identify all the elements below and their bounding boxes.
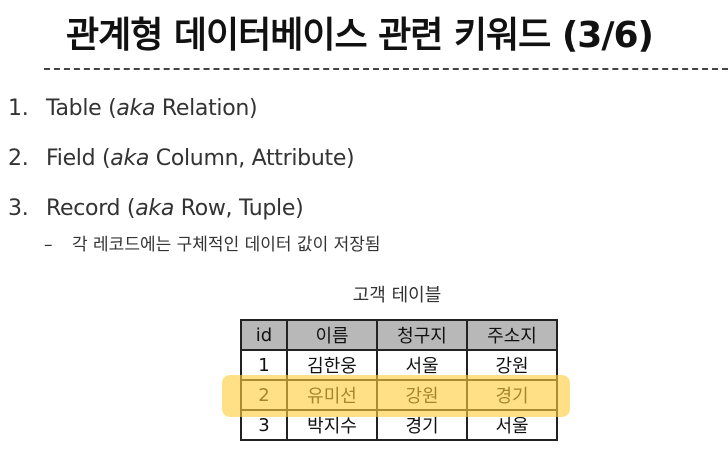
table-cell: 서울 xyxy=(376,349,468,381)
column-header-name: 이름 xyxy=(286,319,378,351)
list-item-record: 3. Record (aka Row, Tuple) xyxy=(8,194,304,224)
table-header-row: id 이름 청구지 주소지 xyxy=(240,319,558,351)
list-aka: aka xyxy=(116,96,156,121)
column-header-billing: 청구지 xyxy=(376,319,468,351)
list-aka: aka xyxy=(110,146,150,171)
list-number: 1. xyxy=(8,96,29,121)
record-description: – 각 레코드에는 구체적인 데이터 값이 저장됨 xyxy=(44,232,381,258)
list-item-field: 2. Field (aka Column, Attribute) xyxy=(8,144,355,174)
list-term: Field ( xyxy=(46,146,111,171)
list-number: 3. xyxy=(8,196,29,221)
table-row: 1 김한웅 서울 강원 xyxy=(240,349,558,381)
table-cell: 김한웅 xyxy=(286,349,378,381)
column-header-id: id xyxy=(240,319,288,351)
sub-bullet-text: 각 레코드에는 구체적인 데이터 값이 저장됨 xyxy=(72,235,381,255)
table-cell: 강원 xyxy=(466,349,558,381)
list-rest: Relation) xyxy=(155,96,258,121)
title-divider xyxy=(44,68,728,70)
table-cell: 2 xyxy=(240,379,288,411)
table-cell: 경기 xyxy=(376,409,468,441)
sub-bullet-dash: – xyxy=(44,235,53,255)
list-term: Record ( xyxy=(46,196,136,221)
table-caption: 고객 테이블 xyxy=(352,285,442,306)
column-header-address: 주소지 xyxy=(466,319,558,351)
list-number: 2. xyxy=(8,146,29,171)
list-rest: Row, Tuple) xyxy=(174,196,304,221)
table-row-highlighted: 2 유미선 강원 경기 xyxy=(240,379,558,411)
list-rest: Column, Attribute) xyxy=(149,146,355,171)
table-cell: 박지수 xyxy=(286,409,378,441)
list-item-table: 1. Table (aka Relation) xyxy=(8,94,258,124)
customer-table: id 이름 청구지 주소지 1 김한웅 서울 강원 2 유미선 강원 경기 3 … xyxy=(240,319,558,441)
table-cell: 3 xyxy=(240,409,288,441)
table-cell: 강원 xyxy=(376,379,468,411)
table-cell: 유미선 xyxy=(286,379,378,411)
table-cell: 서울 xyxy=(466,409,558,441)
table-cell: 1 xyxy=(240,349,288,381)
list-aka: aka xyxy=(135,196,175,221)
table-cell: 경기 xyxy=(466,379,558,411)
list-term: Table ( xyxy=(46,96,117,121)
slide-title: 관계형 데이터베이스 관련 키워드 (3/6) xyxy=(66,15,654,56)
table-row: 3 박지수 경기 서울 xyxy=(240,409,558,441)
